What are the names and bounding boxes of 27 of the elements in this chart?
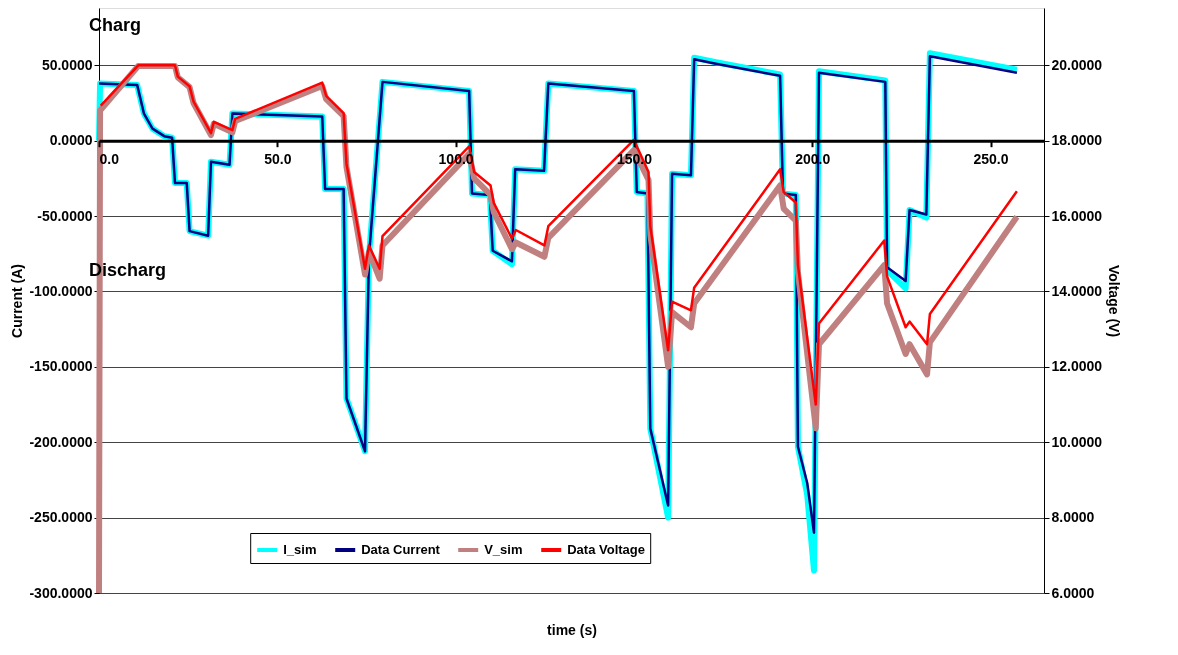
y-tick-label: -150.0000 <box>29 358 93 375</box>
annotation: Discharg <box>89 260 167 280</box>
x-tick-label: 50.0 <box>264 151 292 168</box>
legend-label: I_sim <box>283 542 317 557</box>
legend-label: Data Current <box>361 542 441 557</box>
y2-axis-title: Voltage (V) <box>1106 264 1123 338</box>
x-axis-title: time (s) <box>547 621 597 638</box>
x-tick-label: 0.0 <box>99 151 120 168</box>
y-tick-label: 50.0000 <box>41 56 93 73</box>
y-tick-label: -250.0000 <box>29 509 93 526</box>
y2-tick-label: 8.0000 <box>1051 509 1095 526</box>
y2-tick-label: 16.0000 <box>1051 207 1103 224</box>
y2-tick-label: 6.0000 <box>1051 584 1095 601</box>
y2-tick-label: 20.0000 <box>1051 56 1103 73</box>
y-tick-label: -200.0000 <box>29 433 93 450</box>
y-tick-label: -50.0000 <box>37 207 93 224</box>
y2-tick-label: 18.0000 <box>1051 132 1103 149</box>
x-tick-label: 250.0 <box>973 151 1009 168</box>
y-tick-label: 0.0000 <box>49 132 93 149</box>
y-tick-label: -100.0000 <box>29 282 93 299</box>
legend-label: V_sim <box>484 542 523 557</box>
y-axis-title: Current (A) <box>9 264 26 338</box>
y2-tick-label: 10.0000 <box>1051 433 1103 450</box>
legend-label: Data Voltage <box>567 542 645 557</box>
y2-tick-label: 12.0000 <box>1051 358 1103 375</box>
y2-tick-label: 14.0000 <box>1051 282 1103 299</box>
y-tick-label: -300.0000 <box>29 584 93 601</box>
